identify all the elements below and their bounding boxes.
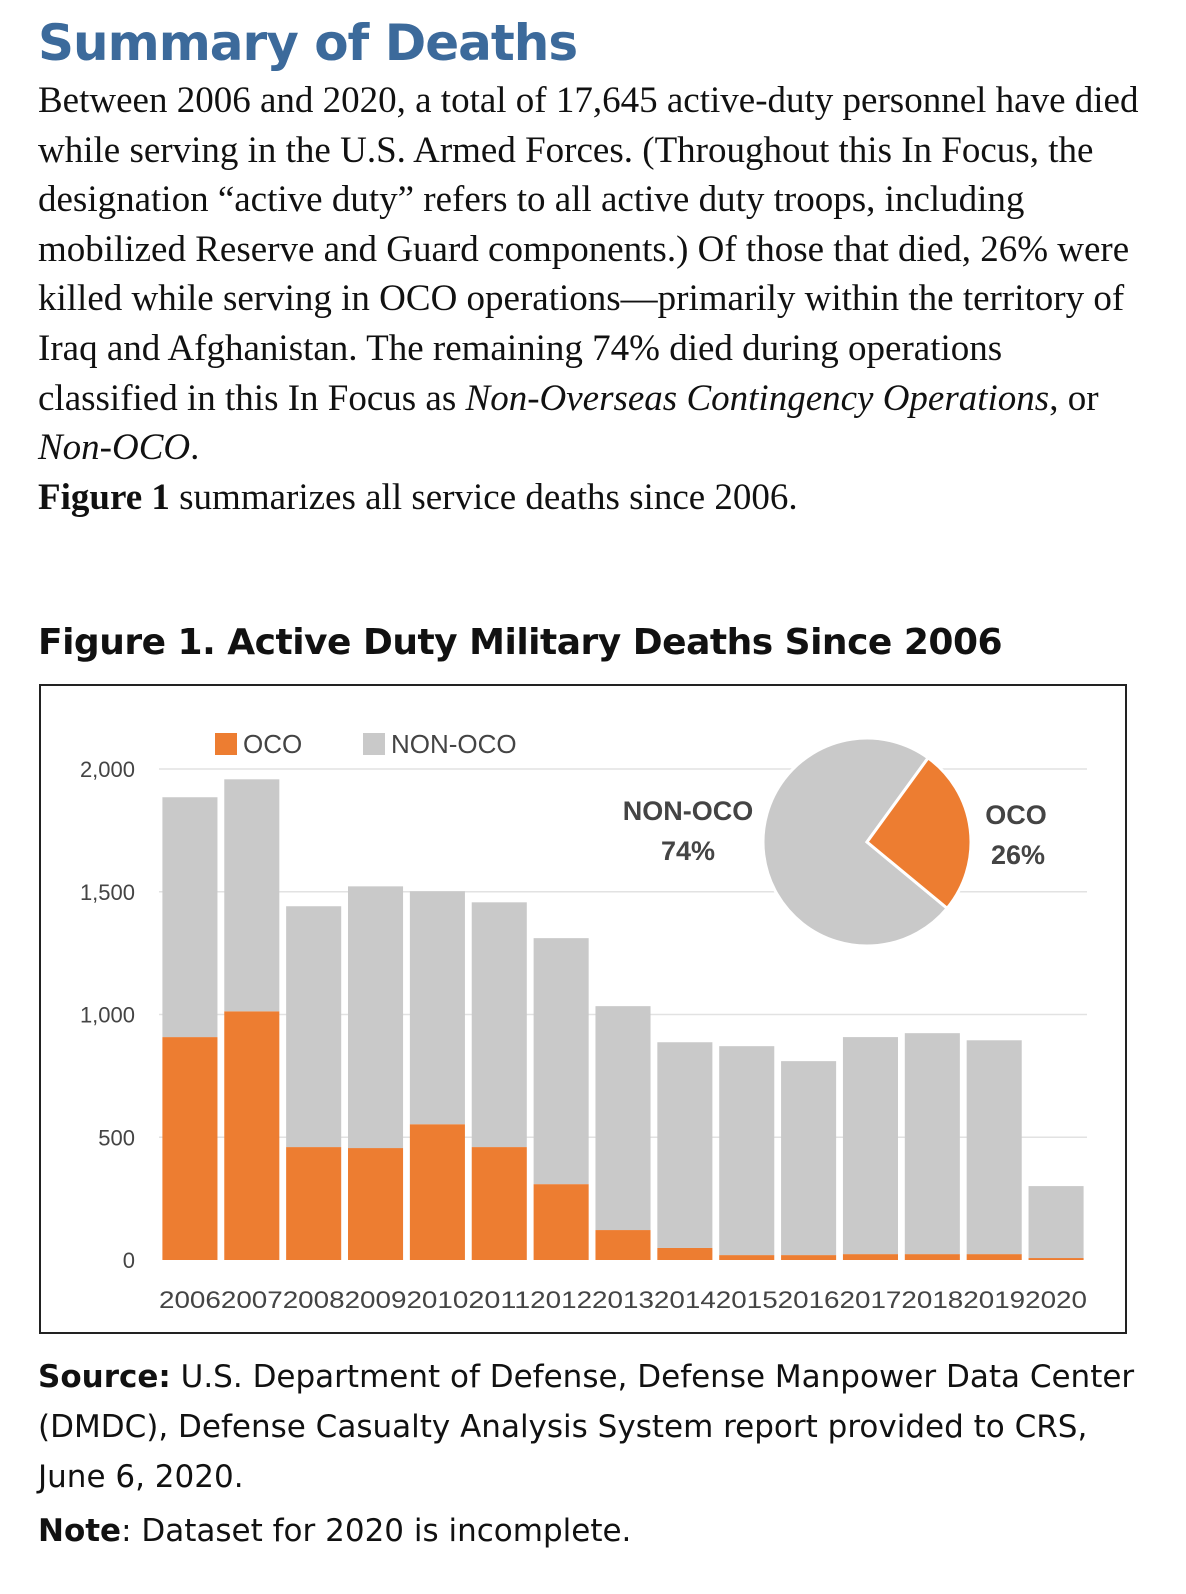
x-tick-label: 2009 xyxy=(345,1287,407,1314)
bar-oco-2019 xyxy=(966,1254,1022,1260)
x-tick-label: 2007 xyxy=(221,1287,283,1314)
x-tick-label: 2017 xyxy=(840,1287,902,1314)
pie-label-oco: OCO xyxy=(985,800,1047,830)
bar-non-oco-2016 xyxy=(781,1061,837,1256)
y-tick-label: 1,500 xyxy=(80,880,135,905)
bar-non-oco-2009 xyxy=(348,886,404,1149)
text: . xyxy=(190,427,200,469)
bar-non-oco-2010 xyxy=(409,891,465,1125)
pie-pct-non-oco: 74% xyxy=(661,836,715,866)
bar-oco-2008 xyxy=(286,1147,342,1260)
x-tick-label: 2018 xyxy=(901,1287,963,1314)
x-tick-label: 2020 xyxy=(1025,1287,1087,1314)
text: summarizes all service deaths since 2006… xyxy=(169,476,798,518)
section-heading: Summary of Deaths xyxy=(38,14,578,72)
bar-oco-2018 xyxy=(904,1254,960,1260)
text: , or xyxy=(1049,377,1099,419)
bar-oco-2014 xyxy=(657,1247,713,1260)
bar-oco-2010 xyxy=(409,1124,465,1260)
legend-label-non-oco: NON-OCO xyxy=(391,729,517,759)
source-text: U.S. Department of Defense, Defense Manp… xyxy=(38,1359,1135,1495)
dataset-note: Note: Dataset for 2020 is incomplete. xyxy=(38,1506,631,1556)
bar-non-oco-2014 xyxy=(657,1042,713,1248)
bar-oco-2015 xyxy=(719,1255,775,1260)
bar-non-oco-2020 xyxy=(1028,1186,1084,1259)
x-tick-label: 2012 xyxy=(530,1287,592,1314)
y-tick-label: 500 xyxy=(98,1125,135,1150)
bar-oco-2009 xyxy=(348,1148,404,1260)
bar-oco-2012 xyxy=(533,1184,589,1260)
bar-non-oco-2018 xyxy=(904,1033,960,1255)
bar-non-oco-2011 xyxy=(471,902,527,1148)
bar-non-oco-2012 xyxy=(533,938,589,1185)
x-tick-label: 2019 xyxy=(963,1287,1025,1314)
bar-non-oco-2015 xyxy=(719,1046,775,1256)
bar-oco-2017 xyxy=(842,1254,898,1260)
x-tick-label: 2008 xyxy=(283,1287,345,1314)
bar-non-oco-2017 xyxy=(842,1037,898,1255)
y-tick-label: 2,000 xyxy=(80,757,135,782)
bar-oco-2013 xyxy=(595,1230,651,1260)
italic-term: Non-OCO xyxy=(38,427,191,469)
pie-slice-oco xyxy=(864,755,973,911)
legend-swatch-non-oco xyxy=(363,733,385,755)
bar-oco-2006 xyxy=(162,1037,218,1260)
bar-non-oco-2008 xyxy=(286,906,342,1148)
bar-non-oco-2006 xyxy=(162,797,218,1038)
bar-non-oco-2013 xyxy=(595,1006,651,1231)
bar-non-oco-2007 xyxy=(224,779,280,1012)
source-label: Source: xyxy=(38,1359,171,1395)
pie-pct-oco: 26% xyxy=(991,840,1045,870)
text: Between 2006 and 2020, a total of 17,645… xyxy=(38,80,1139,419)
pie-slice-non-oco xyxy=(761,736,950,948)
bar-oco-2011 xyxy=(471,1147,527,1260)
summary-paragraph: Between 2006 and 2020, a total of 17,645… xyxy=(38,76,1148,522)
y-tick-label: 0 xyxy=(123,1248,135,1273)
x-tick-label: 2006 xyxy=(159,1287,221,1314)
chart-container: 0 500 1,000 1,500 2,000 2006 2007 2008 2009 2010 2… xyxy=(39,684,1127,1334)
bar-non-oco-2019 xyxy=(966,1040,1022,1255)
x-tick-label: 2011 xyxy=(468,1287,530,1314)
y-tick-label: 1,000 xyxy=(80,1003,135,1028)
figure-reference: Figure 1 xyxy=(38,476,170,518)
bar-oco-2020 xyxy=(1028,1258,1084,1260)
legend-label-oco: OCO xyxy=(243,729,302,759)
italic-term: Non-Overseas Contingency Operations xyxy=(465,377,1050,419)
bar-oco-2016 xyxy=(781,1255,837,1260)
x-tick-label: 2015 xyxy=(716,1287,778,1314)
pie-label-non-oco: NON-OCO xyxy=(623,796,754,826)
x-tick-label: 2016 xyxy=(778,1287,840,1314)
note-text: : Dataset for 2020 is incomplete. xyxy=(121,1513,632,1549)
note-label: Note xyxy=(38,1513,122,1549)
legend-swatch-oco xyxy=(215,733,237,755)
x-tick-label: 2014 xyxy=(654,1287,716,1314)
x-tick-label: 2013 xyxy=(592,1287,654,1314)
figure-title: Figure 1. Active Duty Military Deaths Si… xyxy=(38,622,1003,663)
source-note: Source: U.S. Department of Defense, Defe… xyxy=(38,1352,1148,1502)
x-tick-label: 2010 xyxy=(406,1287,468,1314)
bar-oco-2007 xyxy=(224,1011,280,1260)
